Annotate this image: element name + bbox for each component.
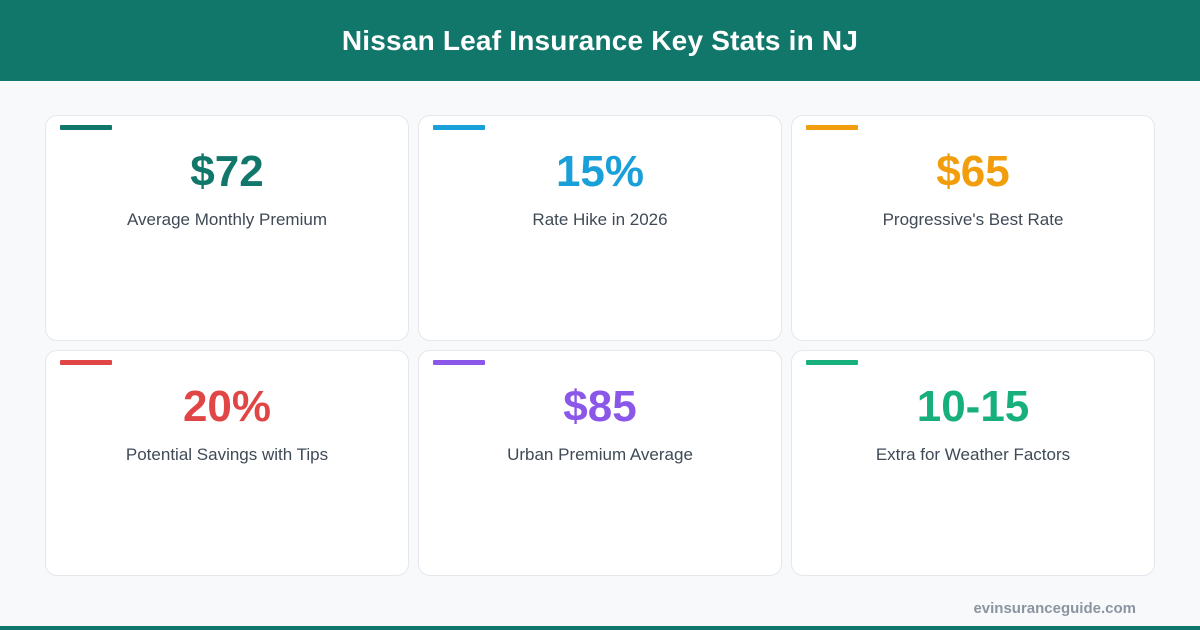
stat-label: Potential Savings with Tips [125,445,329,464]
card-accent-bar [806,125,858,130]
page-title: Nissan Leaf Insurance Key Stats in NJ [341,24,859,56]
stat-label: Extra for Weather Factors [875,445,1071,464]
stats-grid: $72 Average Monthly Premium 15% Rate Hik… [45,115,1155,576]
card-accent-bar [806,360,858,365]
stat-label: Average Monthly Premium [127,210,327,229]
stat-value: $65 [936,147,1010,196]
stat-label: Rate Hike in 2026 [532,210,668,229]
stat-card: 15% Rate Hike in 2026 [418,115,782,341]
card-accent-bar [60,125,112,130]
stat-value: 20% [182,382,272,431]
stat-label: Progressive's Best Rate [882,210,1064,229]
stat-value: $72 [190,147,264,196]
bottom-bar [0,626,1200,630]
card-accent-bar [433,360,485,365]
site-url: evinsuranceguide.com [973,600,1136,617]
card-accent-bar [60,360,112,365]
stat-card: 10-15 Extra for Weather Factors [791,350,1155,576]
stat-value: 10-15 [916,382,1030,431]
stat-card: $85 Urban Premium Average [418,350,782,576]
stat-label: Urban Premium Average [507,445,693,464]
stat-card: $65 Progressive's Best Rate [791,115,1155,341]
stat-card: $72 Average Monthly Premium [45,115,409,341]
stat-card: 20% Potential Savings with Tips [45,350,409,576]
stat-value: 15% [555,147,645,196]
stat-value: $85 [563,382,637,431]
card-accent-bar [433,125,485,130]
page-header: Nissan Leaf Insurance Key Stats in NJ [0,0,1200,81]
